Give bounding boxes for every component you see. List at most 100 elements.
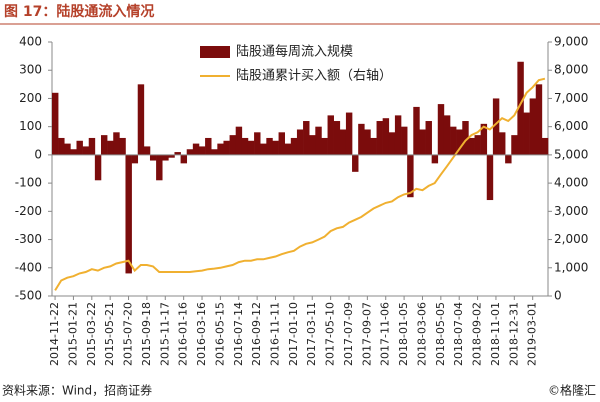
bar [143, 146, 151, 155]
x-tick-label: 2014-11-22 [48, 302, 61, 366]
x-tick-label: 2015-03-22 [85, 302, 98, 366]
bar [149, 154, 157, 161]
y2-tick-label: 6,000 [554, 119, 588, 133]
bar [125, 154, 132, 274]
bar [211, 149, 218, 155]
bar [499, 132, 506, 155]
bar [156, 154, 163, 181]
bar [254, 132, 261, 155]
bar [284, 143, 292, 155]
x-tick-label: 2019-03-01 [526, 302, 539, 366]
x-tick-label: 2015-11-17 [158, 302, 171, 366]
x-tick-label: 2018-07-04 [452, 302, 465, 366]
bar [272, 140, 279, 155]
legend-swatch [200, 46, 230, 58]
bar [517, 61, 524, 155]
bar [186, 149, 194, 155]
bar [474, 135, 481, 155]
x-tick-label: 2018-01-05 [397, 302, 410, 366]
bar [468, 137, 475, 155]
bar [296, 129, 304, 155]
x-tick-label: 2016-07-14 [232, 302, 245, 366]
y-tick-label: 100 [19, 119, 42, 133]
y-tick-label: 0 [34, 147, 42, 161]
bar [205, 137, 212, 155]
x-tick-label: 2016-09-12 [250, 302, 263, 366]
legend-label: 陆股通累计买入额（右轴） [236, 68, 392, 84]
bar [511, 135, 518, 155]
bar [168, 154, 175, 158]
bar [529, 98, 537, 155]
bar [58, 137, 65, 155]
y2-tick-label: 5,000 [554, 147, 588, 161]
bar [370, 137, 377, 155]
x-tick-label: 2017-11-06 [379, 302, 392, 366]
x-tick-label: 2017-03-11 [305, 302, 318, 366]
bar [119, 137, 126, 155]
bar [480, 123, 488, 155]
bar [70, 149, 77, 155]
bar [266, 137, 273, 155]
bar [437, 104, 445, 155]
y2-tick-label: 7,000 [554, 91, 588, 105]
bar [462, 121, 469, 155]
bar [131, 154, 139, 164]
x-tick-label: 2015-09-18 [140, 302, 153, 366]
y-tick-label: 200 [19, 91, 42, 105]
bar [327, 115, 334, 155]
bar [235, 126, 243, 155]
y-tick-label: 300 [19, 63, 42, 77]
bar [419, 129, 426, 155]
y-tick-label: -500 [15, 289, 42, 303]
y2-tick-label: 8,000 [554, 63, 588, 77]
x-tick-label: 2017-07-09 [342, 302, 355, 366]
bar [241, 137, 249, 155]
y2-tick-label: 1,000 [554, 260, 588, 274]
bar [137, 84, 145, 155]
bar [64, 143, 71, 155]
bar [290, 137, 298, 155]
source-note: 资料来源：Wind，招商证券 [2, 383, 152, 398]
y-tick-label: -300 [15, 232, 42, 246]
bar [180, 154, 188, 164]
x-tick-label: 2015-05-21 [103, 302, 116, 366]
bar [76, 140, 83, 155]
bar [376, 121, 383, 155]
bar [88, 137, 96, 155]
bar [345, 112, 353, 155]
bar [198, 146, 206, 155]
bar [309, 135, 316, 155]
bar [413, 106, 420, 155]
y-tick-label: -200 [15, 204, 42, 218]
bar [407, 154, 414, 198]
line [54, 77, 546, 291]
x-tick-label: 2017-09-07 [360, 302, 373, 366]
bar [174, 152, 181, 155]
bar [223, 140, 230, 155]
bar [82, 146, 90, 155]
bar [247, 140, 255, 155]
y2-tick-label: 2,000 [554, 232, 588, 246]
x-tick-label: 2018-05-05 [434, 302, 447, 366]
bar [388, 132, 396, 155]
bar [229, 135, 237, 155]
bar [535, 84, 543, 155]
bar [486, 154, 494, 201]
bar [523, 112, 530, 155]
bar [443, 115, 451, 155]
bar [278, 132, 285, 155]
bar [541, 137, 549, 155]
bar [358, 123, 365, 155]
bar [333, 121, 341, 155]
bar [492, 98, 500, 155]
x-tick-label: 2016-03-16 [195, 302, 208, 366]
x-tick-label: 2016-01-16 [177, 302, 190, 366]
x-tick-label: 2015-07-20 [122, 302, 135, 366]
x-tick-label: 2018-12-31 [507, 302, 520, 366]
y2-tick-label: 3,000 [554, 204, 588, 218]
bar [113, 132, 120, 155]
bar [339, 129, 347, 155]
bar [162, 154, 169, 161]
bar [450, 126, 457, 155]
